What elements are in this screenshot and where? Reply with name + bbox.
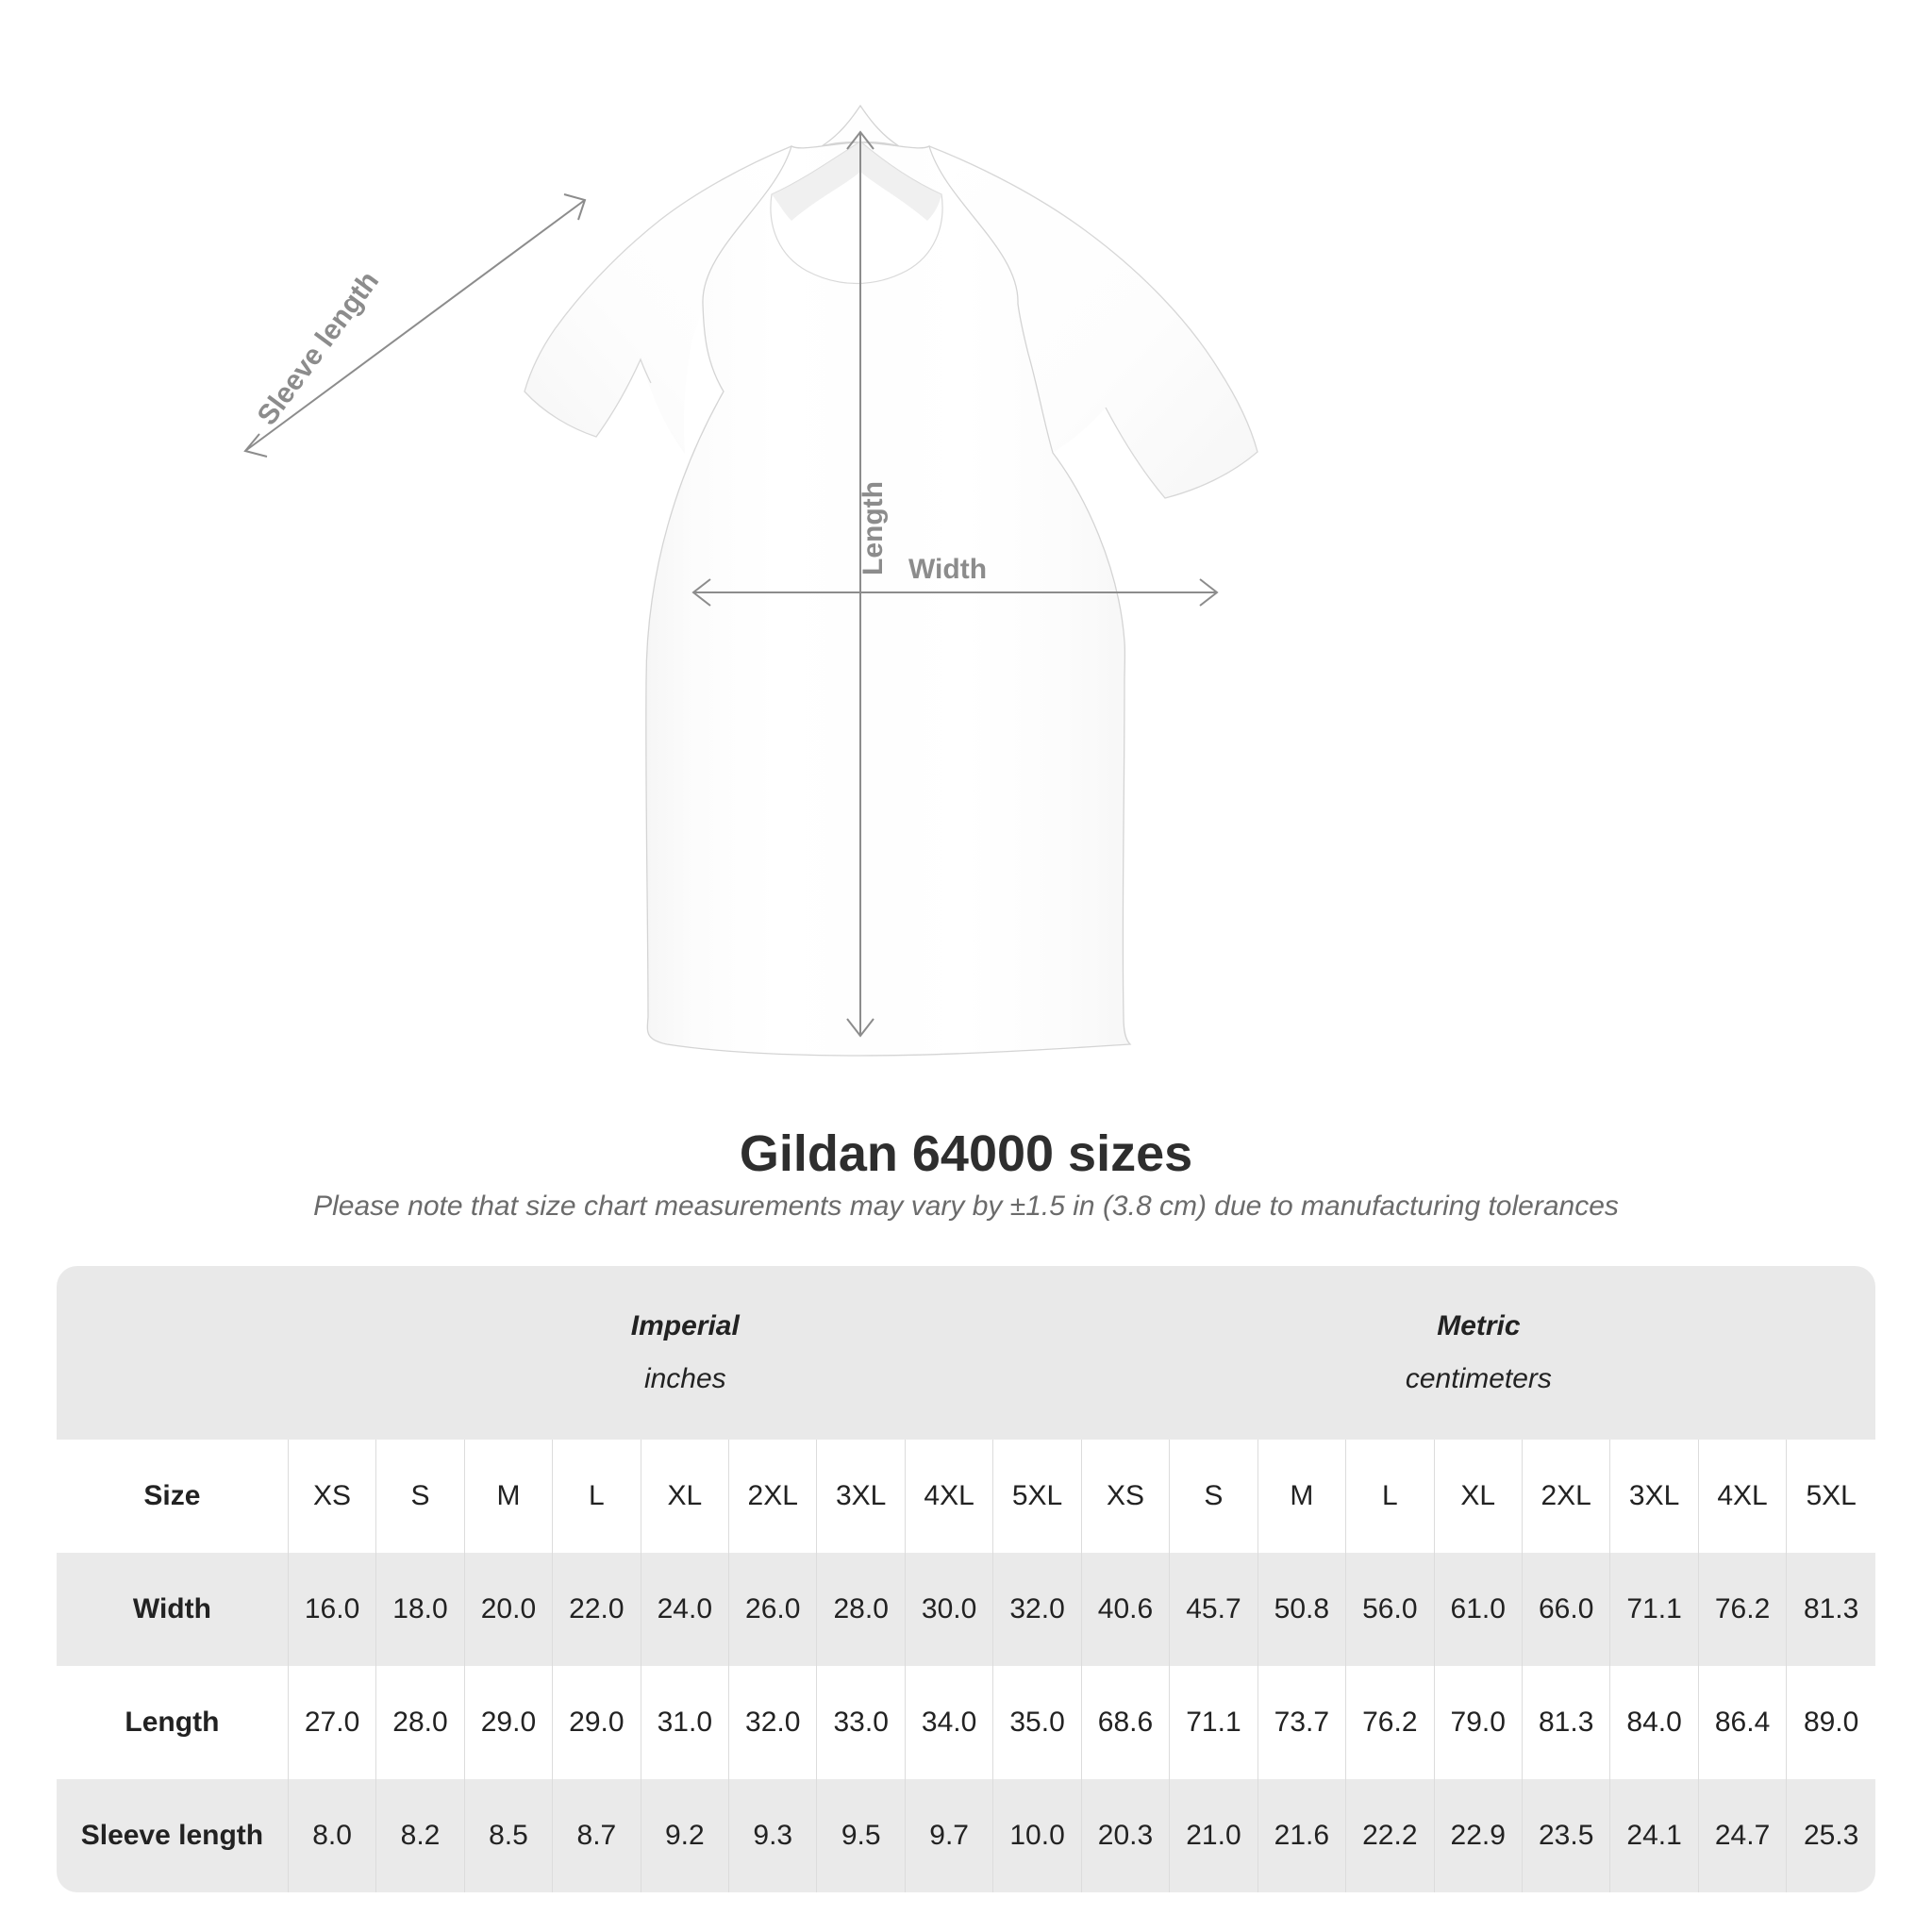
svg-text:Sleeve length: Sleeve length — [252, 266, 386, 431]
svg-text:Length: Length — [858, 481, 889, 575]
svg-text:Width: Width — [908, 554, 987, 585]
